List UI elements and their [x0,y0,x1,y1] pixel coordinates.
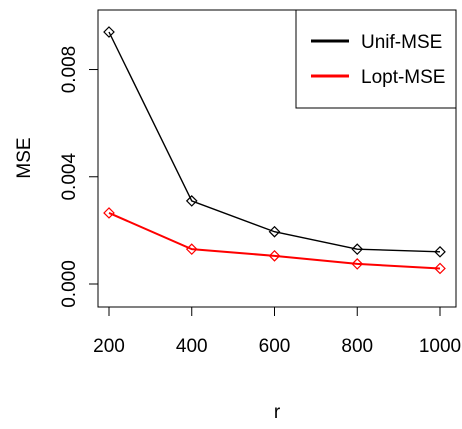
x-tick-label: 400 [176,336,208,357]
data-point-lopt-mse [268,250,281,262]
data-point-unif-mse [434,245,446,258]
y-axis: 0.000 0.004 0.008 [59,46,98,308]
legend: Unif-MSE Lopt-MSE [295,9,457,109]
data-point-unif-mse [185,195,198,207]
data-point-unif-mse [268,225,281,238]
data-point-lopt-mse [103,207,115,219]
legend-label-unif: Unif-MSE [361,32,442,53]
data-point-lopt-mse [351,258,364,270]
data-point-unif-mse [103,26,115,38]
data-point-lopt-mse [434,262,446,275]
plot-frame [97,9,457,308]
x-tick-label: 600 [259,336,291,357]
data-point-unif-mse [351,243,364,255]
legend-label-lopt: Lopt-MSE [361,67,445,88]
y-axis-title: MSE [14,137,35,178]
x-tick-label: 200 [93,336,125,357]
x-tick-label: 800 [341,336,373,357]
x-axis-title: r [274,402,281,423]
x-tick-label: 1000 [419,336,461,357]
data-point-lopt-mse [185,243,198,255]
series-line-lopt-mse [108,212,441,270]
x-axis: 200 400 600 800 1000 [93,307,461,357]
series-line-unif-mse [108,31,441,253]
legend-box [295,9,457,109]
y-tick-label: 0.000 [59,260,80,308]
y-tick-label: 0.008 [59,46,80,94]
series-layer [103,26,446,275]
y-tick-label: 0.004 [59,153,80,201]
